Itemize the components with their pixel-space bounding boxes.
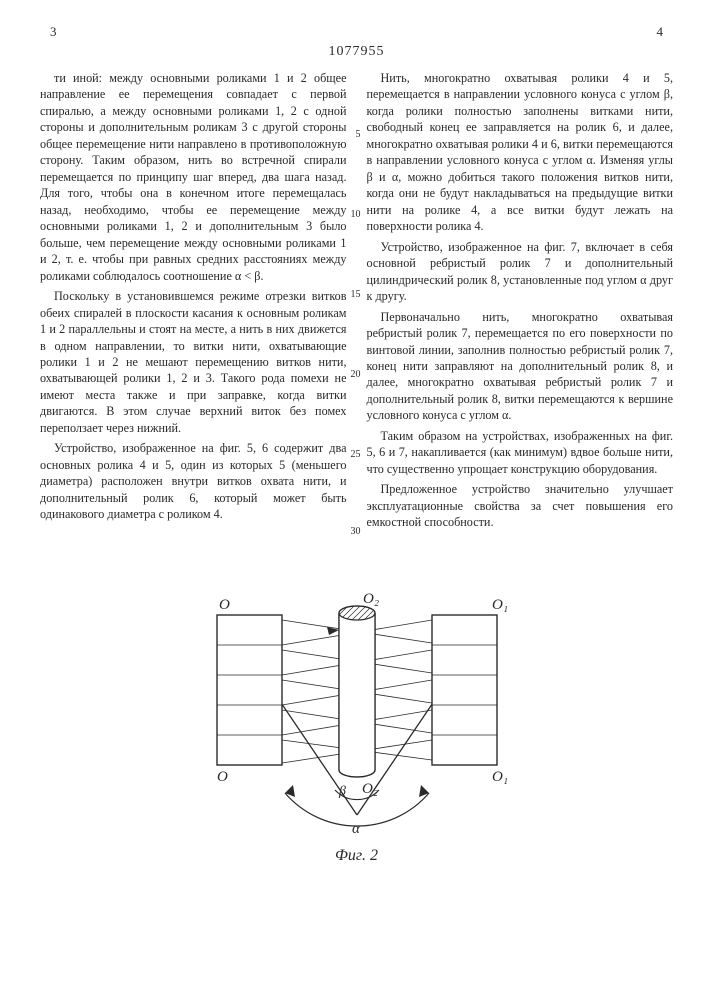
para: Таким образом на устройствах, изображенн… [367, 428, 674, 477]
text-columns: ти иной: между основными роликами 1 и 2 … [40, 70, 673, 535]
figure-2: O O₂ O₁ O O₂ O₁ β α Фиг. 2 [40, 565, 673, 865]
para: Устройство, изображенное на фиг. 7, вклю… [367, 239, 674, 305]
line-marker: 10 [351, 208, 361, 222]
para: Предложенное устройство значительно улуч… [367, 481, 674, 530]
para: Нить, многократно охватывая ролики 4 и 5… [367, 70, 674, 235]
document-number: 1077955 [40, 44, 673, 60]
line-marker: 5 [356, 128, 361, 142]
label-O1-top: O₁ [492, 597, 508, 613]
para: Первоначально нить, многократно охватыва… [367, 309, 674, 424]
page-num-right: 4 [657, 24, 664, 40]
page: 3 4 1077955 ти иной: между основными рол… [0, 0, 707, 1000]
figure-svg: O O₂ O₁ O O₂ O₁ β α [167, 565, 547, 845]
para: Поскольку в установившемся режиме отрезк… [40, 288, 347, 436]
page-numbers-row: 3 4 [40, 24, 673, 40]
column-left: ти иной: между основными роликами 1 и 2 … [40, 70, 347, 535]
para: Устройство, изображенное на фиг. 5, 6 со… [40, 440, 347, 522]
label-O2-top: O₂ [363, 591, 379, 607]
line-marker: 30 [351, 525, 361, 539]
figure-label: Фиг. 2 [40, 847, 673, 865]
label-O: O [219, 597, 230, 613]
label-alpha: α [352, 821, 361, 837]
para: ти иной: между основными роликами 1 и 2 … [40, 70, 347, 284]
label-beta: β [338, 784, 346, 799]
label-O2-bottom: O₂ [362, 781, 378, 797]
line-marker: 15 [351, 288, 361, 302]
label-O-bottom: O [217, 769, 228, 785]
line-marker: 25 [351, 448, 361, 462]
page-num-left: 3 [50, 24, 57, 40]
label-O1-bottom: O₁ [492, 769, 508, 785]
line-marker: 20 [351, 368, 361, 382]
column-right: Нить, многократно охватывая ролики 4 и 5… [367, 70, 674, 535]
